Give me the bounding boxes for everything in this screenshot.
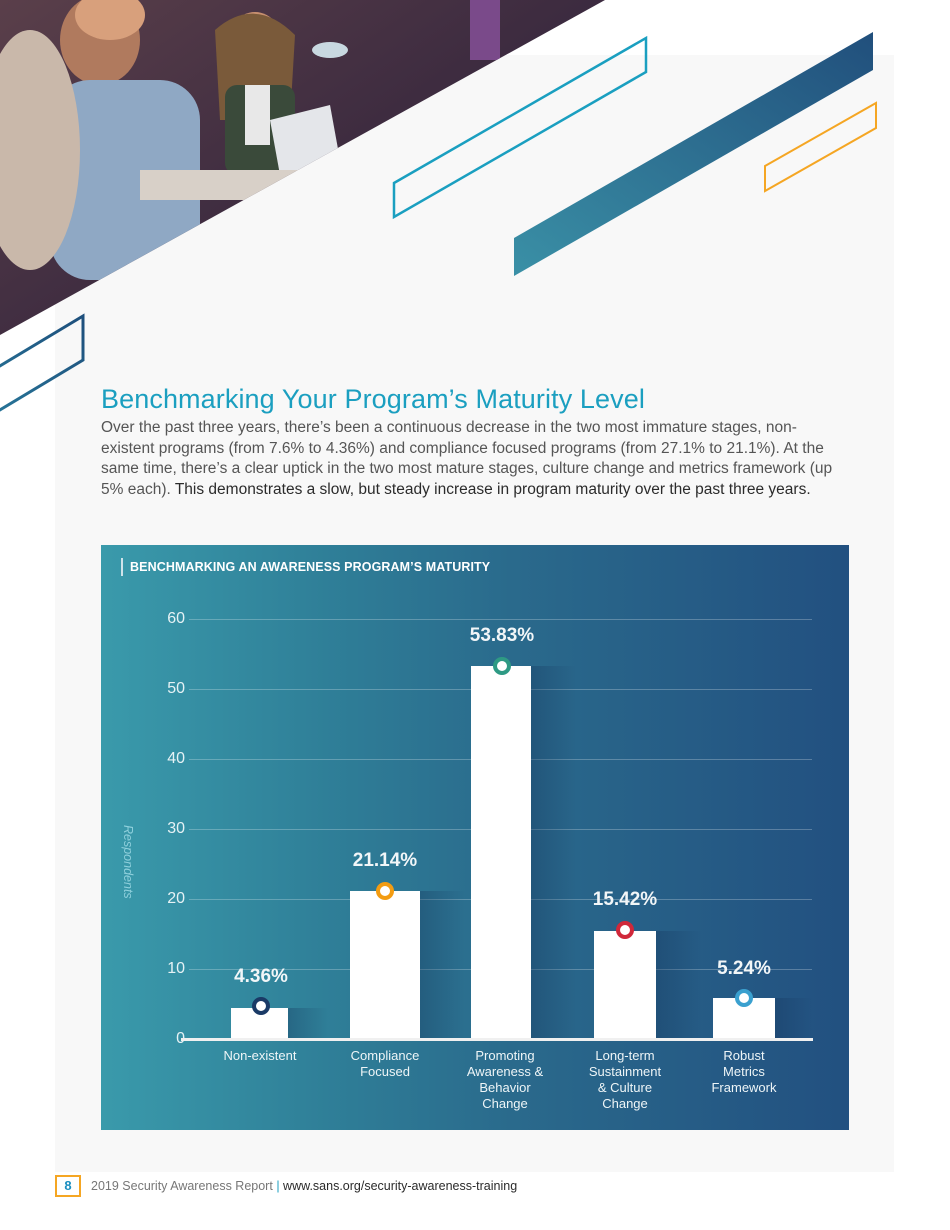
bar-shadow xyxy=(775,998,812,1039)
navy-outline-shape xyxy=(0,313,85,412)
y-tick-60: 60 xyxy=(167,610,185,627)
value-label-long-term: 15.42% xyxy=(592,889,658,910)
blue-filled-shape xyxy=(514,32,873,276)
footer-url-link[interactable]: www.sans.org/security-awareness-training xyxy=(283,1179,518,1193)
bar-promoting-awareness xyxy=(471,666,531,1039)
marker-compliance-icon xyxy=(376,882,394,900)
bar-shadow xyxy=(531,666,576,1039)
x-axis-baseline xyxy=(181,1038,813,1041)
y-tick-0: 0 xyxy=(145,1031,185,1047)
category-label-robust: Robust Metrics Framework xyxy=(711,1048,777,1095)
marker-robust-icon xyxy=(735,989,753,1007)
body-text-emphasis: This demonstrates a slow, but steady inc… xyxy=(174,480,811,498)
chart-container: BENCHMARKING AN AWARENESS PROGRAM’S MATU… xyxy=(101,545,849,1130)
bar-long-term-sustainment xyxy=(594,931,656,1039)
footer-text: 2019 Security Awareness Report | www.san… xyxy=(91,1179,517,1193)
y-tick-30: 30 xyxy=(167,820,185,837)
header-photo xyxy=(0,0,605,335)
marker-non-existent-icon xyxy=(252,997,270,1015)
teal-outline-shape xyxy=(392,35,648,220)
page-number: 8 xyxy=(55,1175,81,1197)
y-axis-label: Respondents xyxy=(121,825,135,899)
body-text-normal: Over the past three years, there’s been … xyxy=(101,419,833,498)
decorative-shapes xyxy=(0,32,877,412)
bar-shadow xyxy=(288,1008,328,1039)
y-tick-50: 50 xyxy=(167,680,185,697)
category-label-promoting: Promoting Awareness & Behavior Change xyxy=(466,1048,544,1111)
y-tick-40: 40 xyxy=(167,750,185,767)
y-tick-20: 20 xyxy=(167,890,185,907)
value-label-non-existent: 4.36% xyxy=(234,966,288,987)
marker-long-term-icon xyxy=(616,921,634,939)
bar-shadow xyxy=(656,931,701,1039)
value-label-compliance: 21.14% xyxy=(352,850,418,871)
bar-shadow xyxy=(420,891,465,1039)
marker-promoting-icon xyxy=(493,657,511,675)
value-label-robust: 5.24% xyxy=(717,958,771,979)
bar-compliance-focused xyxy=(350,891,420,1039)
footer-separator: | xyxy=(276,1179,280,1193)
page-title: Benchmarking Your Program’s Maturity Lev… xyxy=(101,384,645,415)
category-label-long-term: Long-term Sustainment & Culture Change xyxy=(588,1048,662,1111)
category-label-compliance: Compliance Focused xyxy=(350,1048,420,1079)
report-name: 2019 Security Awareness Report xyxy=(91,1179,273,1193)
y-tick-10: 10 xyxy=(167,960,185,977)
gridline-60 xyxy=(189,619,812,620)
body-paragraph: Over the past three years, there’s been … xyxy=(101,418,846,500)
chart-title: BENCHMARKING AN AWARENESS PROGRAM’S MATU… xyxy=(121,558,490,576)
value-label-promoting: 53.83% xyxy=(469,625,535,646)
orange-outline-shape xyxy=(764,101,877,193)
category-label-non-existent: Non-existent xyxy=(223,1048,297,1063)
